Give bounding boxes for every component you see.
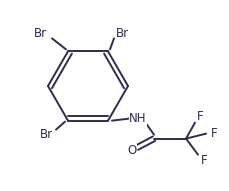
- Text: NH: NH: [129, 112, 147, 125]
- Text: Br: Br: [33, 27, 46, 40]
- Text: Br: Br: [115, 27, 128, 40]
- Text: Br: Br: [39, 128, 53, 141]
- Text: F: F: [201, 154, 207, 167]
- Text: O: O: [127, 144, 137, 157]
- Text: F: F: [211, 127, 217, 140]
- Text: F: F: [197, 110, 203, 123]
